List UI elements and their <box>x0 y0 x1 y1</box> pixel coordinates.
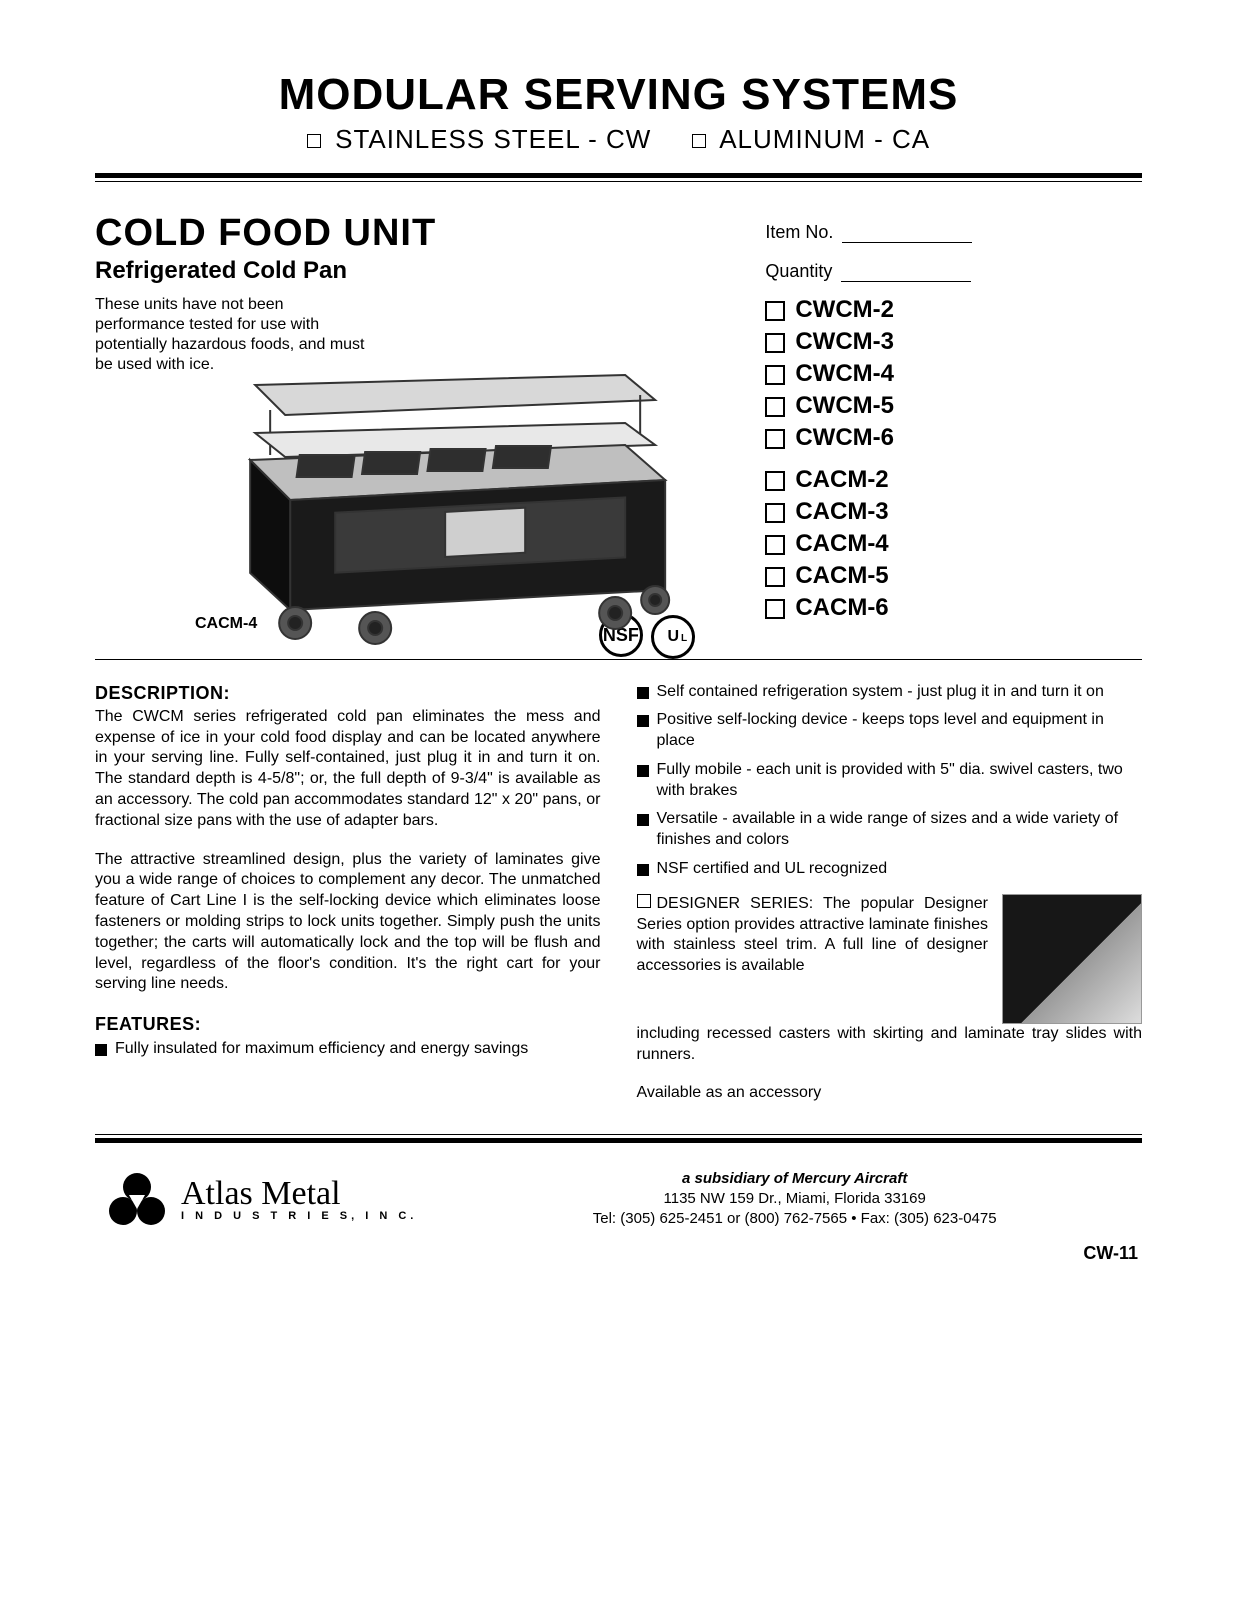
model-cwcm-4: CWCM-4 <box>765 360 1142 388</box>
bullet-icon <box>637 864 649 876</box>
model-label: CWCM-2 <box>795 296 894 323</box>
designer-series: DESIGNER SERIES: The popular Designer Se… <box>637 894 1143 1024</box>
checkbox-cwcm-6[interactable] <box>765 429 785 449</box>
bullet-icon <box>637 765 649 777</box>
feature-text: Fully insulated for maximum efficiency a… <box>115 1039 601 1060</box>
rule-bottom <box>95 1134 1142 1143</box>
unit-section: COLD FOOD UNIT Refrigerated Cold Pan The… <box>95 194 1142 659</box>
right-column: Self contained refrigeration system - ju… <box>637 682 1143 1105</box>
model-label: CACM-4 <box>795 530 888 557</box>
content-columns: DESCRIPTION: The CWCM series refrigerate… <box>95 682 1142 1105</box>
unit-left: COLD FOOD UNIT Refrigerated Cold Pan The… <box>95 194 735 659</box>
checkbox-cacm-5[interactable] <box>765 567 785 587</box>
description-heading: DESCRIPTION: <box>95 682 601 705</box>
feature-item: Fully mobile - each unit is provided wit… <box>637 760 1143 802</box>
model-cacm-4: CACM-4 <box>765 530 1142 558</box>
rule-top <box>95 173 1142 182</box>
checkbox-stainless[interactable] <box>307 134 321 148</box>
checkbox-cacm-6[interactable] <box>765 599 785 619</box>
feature-text: Positive self-locking device - keeps top… <box>657 710 1143 752</box>
checkbox-aluminum[interactable] <box>692 134 706 148</box>
left-column: DESCRIPTION: The CWCM series refrigerate… <box>95 682 601 1105</box>
feature-text: Versatile - available in a wide range of… <box>657 809 1143 851</box>
footer-subsidiary: a subsidiary of Mercury Aircraft <box>457 1169 1132 1189</box>
model-label: CACM-3 <box>795 498 888 525</box>
quantity-input[interactable] <box>841 281 971 282</box>
atlas-logo-icon <box>105 1167 169 1231</box>
description-p1: The CWCM series refrigerated cold pan el… <box>95 707 601 832</box>
mid-rule <box>95 659 1142 660</box>
cart-illustration-icon <box>125 345 765 645</box>
description-p2: The attractive streamlined design, plus … <box>95 850 601 996</box>
model-cwcm-2: CWCM-2 <box>765 296 1142 324</box>
model-cacm-6: CACM-6 <box>765 594 1142 622</box>
feature-text: NSF certified and UL recognized <box>657 859 1143 880</box>
model-label: CACM-5 <box>795 562 888 589</box>
checkbox-cwcm-5[interactable] <box>765 397 785 417</box>
page-number: CW-11 <box>95 1243 1142 1264</box>
main-title: MODULAR SERVING SYSTEMS <box>95 70 1142 120</box>
product-image <box>125 345 765 645</box>
brand-logo: Atlas Metal I N D U S T R I E S, I N C. <box>105 1167 417 1231</box>
feature-item: Self contained refrigeration system - ju… <box>637 682 1143 703</box>
item-no-label: Item No. <box>765 222 833 242</box>
model-cwcm-5: CWCM-5 <box>765 392 1142 420</box>
page-header: MODULAR SERVING SYSTEMS STAINLESS STEEL … <box>95 70 1142 155</box>
page-footer: Atlas Metal I N D U S T R I E S, I N C. … <box>95 1167 1142 1231</box>
unit-title: COLD FOOD UNIT <box>95 212 735 255</box>
checkbox-designer[interactable] <box>637 894 651 908</box>
quantity-field: Quantity <box>765 261 1142 282</box>
feature-text: Self contained refrigeration system - ju… <box>657 682 1143 703</box>
bullet-icon <box>637 687 649 699</box>
quantity-label: Quantity <box>765 261 832 281</box>
material-options: STAINLESS STEEL - CW ALUMINUM - CA <box>95 124 1142 155</box>
item-no-field: Item No. <box>765 222 1142 243</box>
designer-text: DESIGNER SERIES: The popular Designer Se… <box>637 894 989 1024</box>
model-label: CWCM-3 <box>795 328 894 355</box>
footer-info: a subsidiary of Mercury Aircraft 1135 NW… <box>457 1169 1132 1230</box>
model-cacm-5: CACM-5 <box>765 562 1142 590</box>
designer-lead: DESIGNER SERIES: The popular Designer Se… <box>637 895 989 974</box>
model-label: CWCM-5 <box>795 392 894 419</box>
opt-stainless-label: STAINLESS STEEL - CW <box>335 124 651 154</box>
checkbox-cwcm-3[interactable] <box>765 333 785 353</box>
feature-item: Positive self-locking device - keeps top… <box>637 710 1143 752</box>
model-label: CWCM-4 <box>795 360 894 387</box>
checkbox-cacm-4[interactable] <box>765 535 785 555</box>
footer-address: 1135 NW 159 Dr., Miami, Florida 33169 <box>457 1189 1132 1209</box>
checkbox-cacm-3[interactable] <box>765 503 785 523</box>
model-label: CACM-6 <box>795 594 888 621</box>
brand-sub: I N D U S T R I E S, I N C. <box>181 1211 417 1222</box>
model-cwcm-3: CWCM-3 <box>765 328 1142 356</box>
opt-aluminum-label: ALUMINUM - CA <box>719 124 930 154</box>
footer-phone: Tel: (305) 625-2451 or (800) 762-7565 • … <box>457 1209 1132 1229</box>
feature-item: Versatile - available in a wide range of… <box>637 809 1143 851</box>
brand-text: Atlas Metal I N D U S T R I E S, I N C. <box>181 1177 417 1222</box>
bullet-icon <box>95 1044 107 1056</box>
unit-subtitle: Refrigerated Cold Pan <box>95 257 735 285</box>
bullet-icon <box>637 814 649 826</box>
bullet-icon <box>637 715 649 727</box>
model-label: CACM-2 <box>795 466 888 493</box>
designer-image <box>1002 894 1142 1024</box>
feature-item: NSF certified and UL recognized <box>637 859 1143 880</box>
model-cwcm-6: CWCM-6 <box>765 424 1142 452</box>
feature-text: Fully mobile - each unit is provided wit… <box>657 760 1143 802</box>
feature-item: Fully insulated for maximum efficiency a… <box>95 1039 601 1060</box>
model-label: CWCM-6 <box>795 424 894 451</box>
checkbox-cwcm-2[interactable] <box>765 301 785 321</box>
model-list: CWCM-2 CWCM-3 CWCM-4 CWCM-5 CWCM-6 CACM-… <box>765 296 1142 622</box>
checkbox-cwcm-4[interactable] <box>765 365 785 385</box>
item-no-input[interactable] <box>842 242 972 243</box>
designer-tail: including recessed casters with skirting… <box>637 1024 1143 1066</box>
brand-name: Atlas Metal <box>181 1177 417 1211</box>
unit-right: Item No. Quantity CWCM-2 CWCM-3 CWCM-4 C… <box>765 194 1142 659</box>
available-text: Available as an accessory <box>637 1083 1143 1104</box>
features-heading: FEATURES: <box>95 1013 601 1036</box>
model-cacm-2: CACM-2 <box>765 466 1142 494</box>
model-cacm-3: CACM-3 <box>765 498 1142 526</box>
checkbox-cacm-2[interactable] <box>765 471 785 491</box>
